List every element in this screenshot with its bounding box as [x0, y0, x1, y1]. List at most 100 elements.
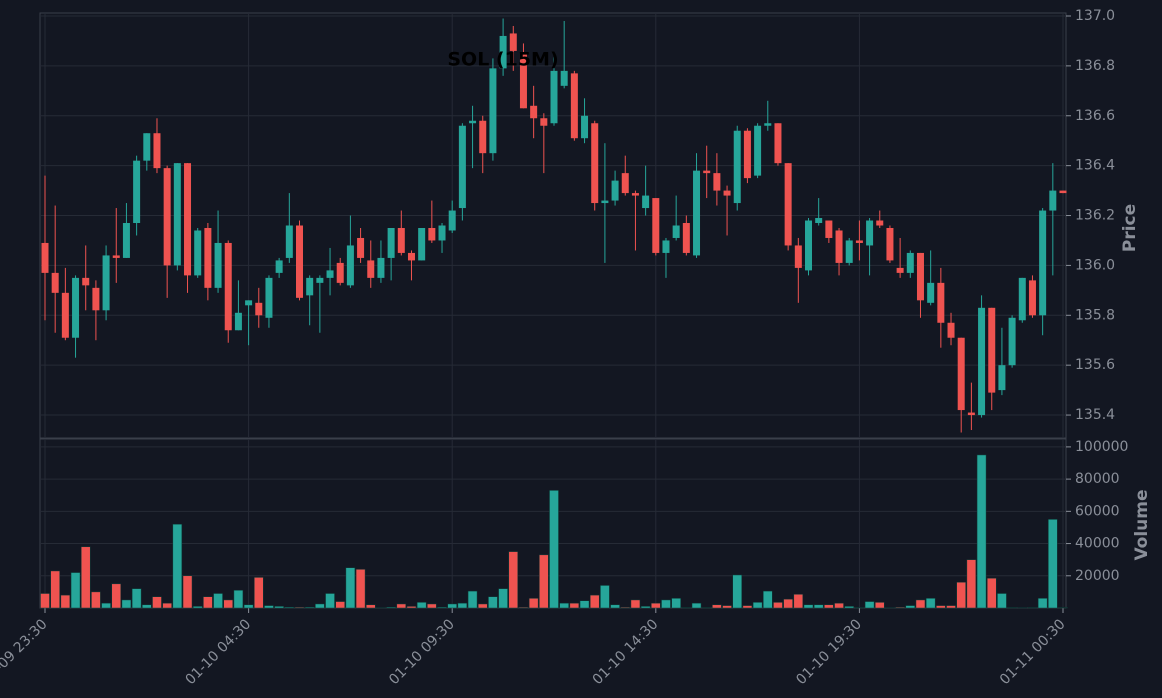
candle-body — [306, 277, 314, 296]
volume-bar — [284, 606, 295, 609]
volume-bar — [203, 596, 213, 609]
candle-body — [815, 218, 823, 224]
y-tick-label: 135.8 — [1075, 307, 1115, 323]
candle-body — [754, 125, 762, 176]
volume-bar — [152, 596, 162, 609]
candle-body — [733, 130, 741, 204]
volume-bar — [50, 570, 60, 609]
volume-bar — [915, 599, 926, 609]
y-tick-label: 137.0 — [1075, 8, 1115, 24]
volume-bar — [793, 594, 804, 609]
volume-bar — [518, 606, 529, 609]
candle-body — [316, 277, 324, 283]
volume-bar — [80, 546, 91, 609]
candle-body — [601, 200, 609, 204]
candle-body — [581, 115, 589, 139]
volume-bar — [936, 605, 946, 609]
candle-body — [357, 237, 365, 258]
candle-body — [367, 260, 375, 278]
candle-body — [143, 133, 151, 161]
volume-bar — [172, 523, 183, 609]
volume-bar — [488, 596, 498, 609]
candle-body — [530, 105, 538, 119]
candle-body — [61, 292, 69, 338]
candle-body — [133, 160, 141, 224]
volume-bar — [508, 551, 519, 609]
candle-body — [336, 262, 344, 283]
candle-body — [255, 302, 263, 316]
volume-bar — [976, 454, 987, 609]
volume-bar — [427, 603, 437, 609]
candle-body — [92, 287, 100, 311]
candle-body — [82, 277, 90, 286]
volume-bar — [661, 599, 671, 609]
y-tick-label: 80000 — [1075, 471, 1120, 487]
candle-body — [346, 245, 354, 286]
candle-body — [489, 68, 497, 154]
candle-body — [1028, 280, 1036, 316]
volume-bar — [457, 602, 468, 609]
candle-body — [896, 267, 904, 273]
volume-bar — [956, 581, 966, 609]
candle-body — [672, 225, 680, 238]
volume-bar — [946, 605, 956, 609]
candle-body — [916, 252, 924, 301]
volume-bar — [91, 591, 101, 609]
candle-body — [693, 170, 701, 256]
candle-body — [458, 125, 466, 209]
volume-bar — [579, 600, 590, 609]
volume-bar — [243, 604, 254, 609]
volume-bar — [274, 606, 284, 609]
candle-body — [855, 240, 863, 243]
candle-body — [112, 255, 120, 258]
volume-bar — [528, 598, 539, 609]
candle-body — [805, 220, 812, 271]
candle-body — [845, 240, 853, 263]
candle-body — [550, 70, 558, 124]
candle-body — [397, 227, 405, 253]
volume-bar — [813, 604, 824, 609]
volume-bar — [620, 606, 631, 609]
candle-body — [713, 173, 721, 191]
volume-bar — [559, 602, 569, 609]
candle-body — [377, 257, 385, 278]
candle-body — [560, 70, 568, 86]
y-tick-label: 20000 — [1075, 568, 1120, 584]
volume-bar — [416, 602, 427, 609]
volume-bar — [589, 594, 600, 609]
candle-body — [835, 230, 843, 263]
volume-bar — [732, 574, 742, 609]
volume-bar — [294, 606, 305, 609]
candle-body — [886, 227, 894, 261]
volume-bar — [630, 599, 641, 609]
volume-bar — [712, 604, 722, 609]
candle-body — [957, 337, 965, 411]
candle-body — [1039, 210, 1047, 316]
volume-bar — [467, 590, 478, 609]
candle-body — [1049, 190, 1057, 211]
y-tick-label: 40000 — [1075, 536, 1120, 552]
candle-body — [224, 242, 232, 331]
candle-body — [234, 312, 242, 331]
candle-body — [448, 210, 456, 231]
candle-body — [703, 170, 711, 174]
y-tick-label: 135.4 — [1075, 407, 1115, 423]
candle-body — [275, 260, 283, 273]
candle-body — [51, 272, 59, 293]
volume-bar — [610, 604, 620, 609]
candle-body — [194, 230, 202, 276]
y-tick-label: 136.8 — [1075, 58, 1115, 74]
volume-bar — [671, 598, 681, 609]
candle-body — [102, 255, 110, 311]
candle-body — [122, 223, 130, 258]
volume-bar — [742, 605, 753, 609]
volume-bar — [345, 567, 356, 609]
candle-body — [184, 163, 192, 276]
candle-body — [866, 220, 874, 246]
volume-bar — [315, 603, 325, 609]
candle-body — [978, 307, 986, 416]
volume-bar — [162, 602, 172, 609]
volume-bar — [925, 598, 936, 609]
candle-body — [519, 53, 527, 109]
volume-bar — [783, 598, 793, 609]
